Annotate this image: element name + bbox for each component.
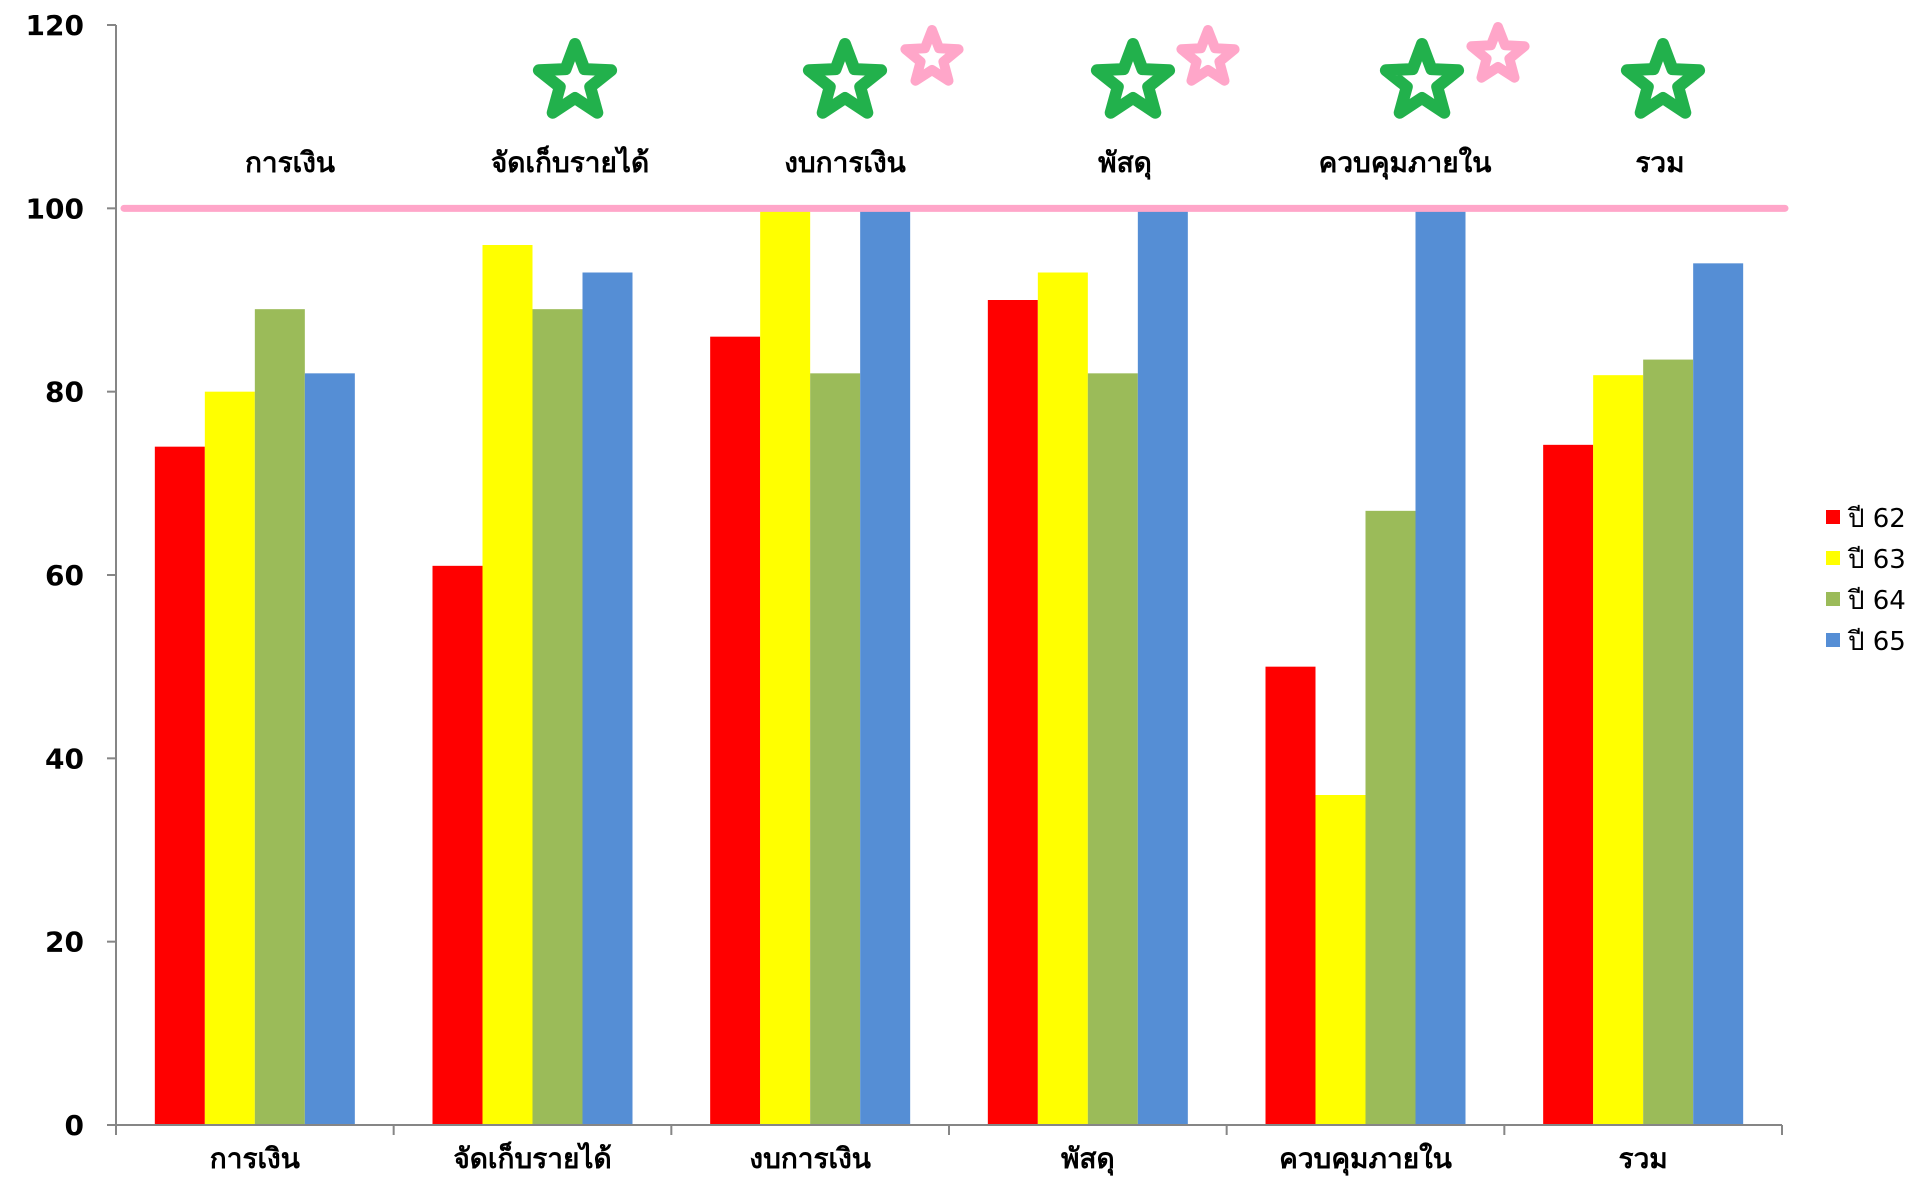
bar-6-series-3 bbox=[1643, 359, 1694, 1125]
y-tick-label: 0 bbox=[65, 1109, 84, 1142]
top-category-label: ควบคุมภายใน bbox=[1319, 146, 1492, 180]
top-category-label: พัสดุ bbox=[1098, 146, 1152, 180]
legend-swatch bbox=[1826, 510, 1840, 524]
bar-6-series-2 bbox=[1593, 375, 1644, 1126]
bar-5-series-4 bbox=[1415, 208, 1466, 1126]
bar-3-series-4 bbox=[860, 208, 911, 1126]
bar-4-series-2 bbox=[1037, 272, 1088, 1125]
bar-3-series-1 bbox=[710, 336, 761, 1126]
green-star-icon bbox=[1090, 38, 1176, 119]
y-tick-label: 100 bbox=[26, 192, 84, 225]
bar-3-series-3 bbox=[810, 373, 861, 1125]
pink-star-icon bbox=[1176, 25, 1240, 86]
y-tick-label: 120 bbox=[26, 9, 84, 42]
bar-4-series-3 bbox=[1087, 373, 1138, 1125]
bar-3-series-2 bbox=[760, 208, 811, 1126]
stars-layer bbox=[532, 22, 1706, 119]
legend-label: ปี 64 bbox=[1847, 586, 1906, 616]
legend-label: ปี 63 bbox=[1847, 545, 1906, 575]
bar-1-series-2 bbox=[204, 391, 255, 1126]
bar-1-series-4 bbox=[304, 373, 355, 1125]
bar-2-series-1 bbox=[432, 565, 483, 1125]
bar-2-series-3 bbox=[532, 309, 583, 1126]
top-category-label: การเงิน bbox=[245, 146, 335, 179]
bar-1-series-3 bbox=[254, 309, 305, 1126]
bar-2-series-4 bbox=[582, 272, 633, 1125]
top-labels-layer: การเงิน จัดเก็บรายได้ งบการเงิน พัสดุ ควบคุม… bbox=[245, 145, 1685, 180]
y-tick-label: 60 bbox=[45, 559, 84, 592]
green-star-icon bbox=[532, 38, 618, 119]
y-tick-label: 80 bbox=[45, 376, 84, 409]
legend-label: ปี 65 bbox=[1847, 627, 1906, 657]
y-tick-label: 20 bbox=[45, 926, 84, 959]
bar-5-series-2 bbox=[1315, 795, 1366, 1125]
legend-label: ปี 62 bbox=[1847, 504, 1906, 534]
bar-4-series-4 bbox=[1137, 208, 1188, 1126]
legend-swatch bbox=[1826, 551, 1840, 565]
top-category-label: จัดเก็บรายได้ bbox=[491, 145, 649, 179]
bar-5-series-1 bbox=[1265, 666, 1316, 1125]
bars-layer bbox=[154, 208, 1744, 1126]
x-category-label: ควบคุมภายใน bbox=[1279, 1142, 1452, 1176]
x-category-label: จัดเก็บรายได้ bbox=[453, 1141, 611, 1175]
bar-4-series-1 bbox=[987, 300, 1038, 1125]
x-category-label: รวม bbox=[1619, 1142, 1668, 1175]
top-category-label: รวม bbox=[1635, 146, 1684, 179]
bar-5-series-3 bbox=[1365, 510, 1416, 1125]
x-category-label: พัสดุ bbox=[1061, 1142, 1115, 1176]
top-category-label: งบการเงิน bbox=[784, 146, 906, 179]
legend-swatch bbox=[1826, 633, 1840, 647]
green-star-icon bbox=[1379, 38, 1465, 119]
bar-2-series-2 bbox=[482, 245, 533, 1125]
bar-1-series-1 bbox=[154, 446, 205, 1126]
bar-6-series-1 bbox=[1543, 444, 1594, 1125]
green-star-icon bbox=[1620, 38, 1706, 119]
y-tick-label: 40 bbox=[45, 742, 84, 775]
pink-star-icon bbox=[1466, 22, 1530, 83]
pink-star-icon bbox=[900, 25, 964, 86]
green-star-icon bbox=[802, 38, 888, 119]
x-category-label: งบการเงิน bbox=[749, 1142, 871, 1175]
x-category-label: การเงิน bbox=[210, 1142, 300, 1175]
legend: ปี 62 ปี 63 ปี 64 ปี 65 bbox=[1826, 504, 1906, 657]
legend-swatch bbox=[1826, 592, 1840, 606]
bar-6-series-4 bbox=[1693, 263, 1744, 1125]
